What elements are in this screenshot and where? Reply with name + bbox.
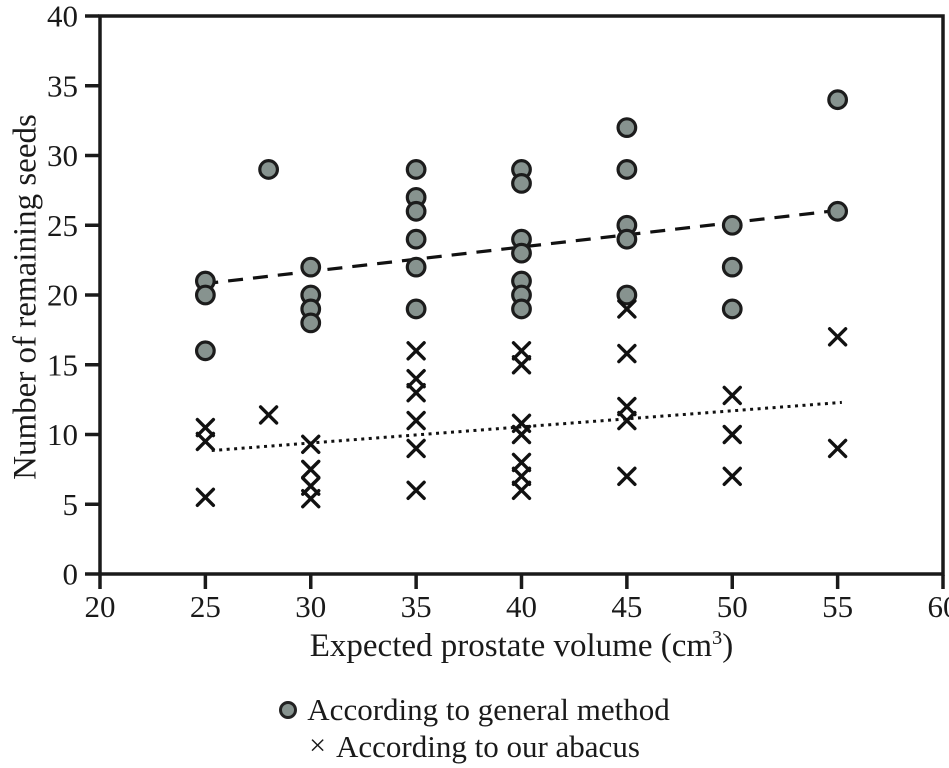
legend: According to general method × According …	[0, 691, 949, 765]
y-axis-tick-label: 15	[47, 347, 78, 382]
data-point-x	[301, 488, 321, 509]
x-marker-icon: ×	[309, 729, 327, 762]
data-point-circle	[721, 298, 743, 320]
y-axis-tick-label: 20	[47, 278, 78, 313]
data-point-circle	[300, 312, 322, 334]
data-point-x	[511, 341, 532, 361]
data-point-x	[195, 431, 216, 452]
y-axis-tick-label: 5	[63, 487, 79, 522]
data-point-x	[722, 385, 742, 406]
x-axis-tick-label: 20	[85, 589, 116, 624]
x-axis-tick-label: 50	[717, 589, 748, 624]
data-point-x	[406, 480, 426, 500]
data-point-x	[195, 417, 216, 438]
x-axis-title-text: Expected prostate volume (cm	[309, 628, 713, 664]
data-point-x	[406, 382, 426, 403]
x-axis-tick-label: 25	[190, 589, 221, 624]
data-point-circle	[827, 89, 849, 111]
data-point-x	[617, 396, 637, 417]
y-axis-title: Number of remaining seeds	[7, 114, 44, 480]
data-point-circle	[721, 214, 743, 236]
circle-marker-icon	[279, 700, 298, 719]
data-point-x	[722, 424, 742, 445]
data-point-circle	[405, 298, 427, 320]
data-point-circle	[194, 340, 216, 362]
data-point-x	[722, 466, 742, 487]
data-point-x	[406, 341, 426, 361]
data-point-x	[617, 299, 637, 319]
data-point-circle	[258, 159, 280, 180]
legend-item-general-method: According to general method	[279, 691, 670, 728]
y-axis-tick-label: 10	[47, 417, 78, 452]
data-point-x	[827, 327, 848, 347]
x-axis-title-superscript: 3	[712, 627, 723, 649]
data-point-x	[406, 369, 426, 389]
legend-label: According to general method	[307, 692, 670, 727]
x-axis-tick-label: 60	[928, 589, 949, 624]
data-point-circle	[827, 200, 849, 222]
legend-label: According to our abacus	[336, 729, 640, 764]
data-point-x	[617, 466, 637, 487]
legend-item-our-abacus: × According to our abacus	[309, 728, 640, 765]
data-point-x	[301, 459, 321, 480]
data-point-circle	[616, 228, 638, 250]
y-axis-tick-label: 35	[47, 68, 78, 103]
data-point-circle	[616, 117, 638, 138]
data-point-x	[258, 405, 279, 425]
data-point-circle	[405, 200, 427, 222]
x-axis-title: Expected prostate volume (cm3)	[100, 628, 943, 665]
x-axis-tick-label: 35	[401, 589, 432, 624]
data-point-x	[406, 410, 426, 431]
data-point-circle	[405, 159, 427, 180]
x-axis-title-suffix: )	[722, 628, 734, 664]
data-point-circle	[511, 242, 532, 264]
x-axis-tick-label: 40	[506, 589, 537, 624]
data-point-x	[511, 355, 532, 375]
plot-frame	[98, 14, 945, 576]
data-point-circle	[511, 298, 532, 320]
y-axis-tick-label: 25	[47, 208, 78, 243]
data-point-x	[617, 410, 637, 431]
data-point-circle	[405, 256, 427, 278]
data-point-x	[511, 466, 532, 487]
data-point-circle	[616, 284, 638, 306]
x-axis-tick-label: 55	[822, 589, 853, 624]
y-axis-tick-label: 30	[47, 138, 78, 173]
data-point-x	[301, 434, 321, 454]
data-point-circle	[300, 256, 322, 278]
data-point-x	[195, 487, 216, 507]
x-axis-tick-label: 30	[295, 589, 326, 624]
data-point-x	[511, 452, 532, 473]
data-point-circle	[511, 172, 532, 194]
data-point-circle	[194, 284, 216, 306]
data-point-x	[511, 424, 532, 445]
y-axis-tick-label: 40	[47, 0, 78, 34]
y-axis-tick-label: 0	[63, 557, 79, 592]
data-point-x	[511, 480, 532, 500]
data-point-circle	[616, 159, 638, 180]
data-point-circle	[721, 256, 743, 278]
data-point-x	[827, 438, 848, 459]
data-point-x	[617, 343, 637, 364]
x-axis-tick-label: 45	[611, 589, 642, 624]
data-point-circle	[405, 228, 427, 250]
data-point-x	[406, 438, 426, 459]
